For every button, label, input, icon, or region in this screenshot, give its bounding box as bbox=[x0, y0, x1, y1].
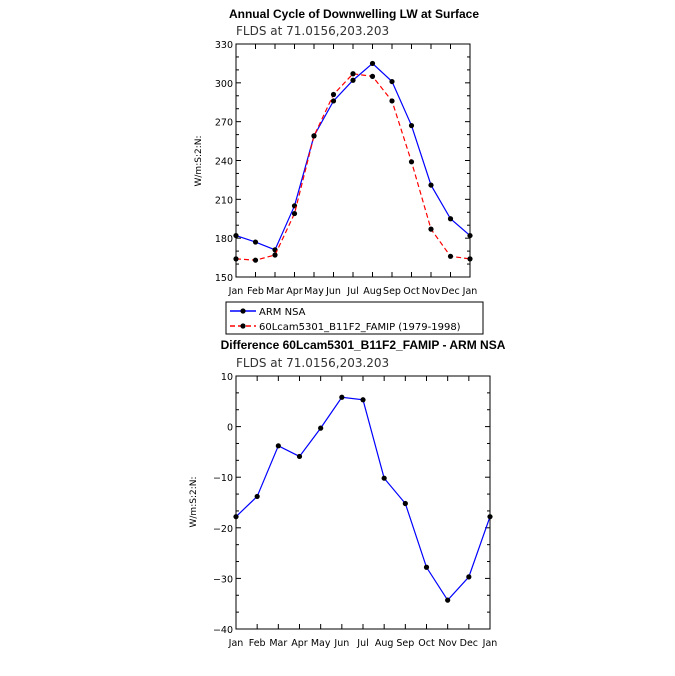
x-tick-label: Aug bbox=[363, 286, 382, 297]
chart-title: Difference 60Lcam5301_B11F2_FAMIP - ARM … bbox=[221, 338, 506, 352]
data-point bbox=[350, 71, 356, 77]
y-axis-label: W/m:S:2:N: bbox=[194, 136, 204, 187]
annual-cycle-chart: Annual Cycle of Downwelling LW at Surfac… bbox=[194, 7, 479, 297]
x-tick-label: Jun bbox=[333, 638, 349, 649]
data-point bbox=[360, 397, 366, 403]
difference-chart: Difference 60Lcam5301_B11F2_FAMIP - ARM … bbox=[189, 338, 506, 649]
x-tick-label: Jan bbox=[482, 638, 498, 649]
y-tick-label: 10 bbox=[221, 372, 233, 383]
data-point bbox=[233, 514, 239, 520]
legend-label-model: 60Lcam5301_B11F2_FAMIP (1979-1998) bbox=[259, 322, 461, 333]
data-point bbox=[389, 78, 395, 85]
data-point bbox=[252, 239, 259, 245]
y-tick-label: 210 bbox=[215, 195, 233, 206]
data-point bbox=[339, 394, 345, 400]
x-tick-label: Jan bbox=[228, 286, 244, 297]
legend-marker-arm-nsa bbox=[240, 308, 246, 314]
chart-subtitle: FLDS at 71.0156,203.203 bbox=[236, 24, 389, 38]
data-point bbox=[467, 232, 473, 239]
y-axis-label: W/m:S:2:N: bbox=[189, 477, 199, 528]
x-tick-label: Apr bbox=[291, 638, 308, 649]
series-line-0 bbox=[235, 62, 471, 251]
legend-marker-model bbox=[240, 323, 246, 329]
y-tick-label: 150 bbox=[215, 273, 233, 284]
legend-box bbox=[225, 301, 484, 335]
data-point bbox=[487, 514, 493, 520]
data-point bbox=[447, 216, 454, 222]
data-point bbox=[330, 91, 337, 98]
data-point bbox=[447, 253, 454, 259]
x-tick-label: Feb bbox=[247, 286, 264, 297]
x-tick-label: Jul bbox=[356, 638, 368, 649]
data-point bbox=[233, 256, 239, 262]
x-tick-label: Jan bbox=[228, 638, 244, 649]
y-tick-label: −40 bbox=[213, 625, 233, 636]
data-point bbox=[330, 98, 337, 104]
data-point bbox=[428, 226, 434, 232]
series-line-1 bbox=[235, 73, 471, 261]
plot-frame bbox=[235, 375, 491, 630]
x-tick-label: Sep bbox=[383, 286, 401, 297]
data-point bbox=[252, 257, 259, 263]
data-point bbox=[466, 574, 472, 580]
x-tick-label: Apr bbox=[286, 286, 303, 297]
data-point bbox=[296, 453, 303, 460]
legend: ARM NSA 60Lcam5301_B11F2_FAMIP (1979-199… bbox=[225, 301, 484, 335]
data-point bbox=[291, 210, 298, 217]
data-point bbox=[381, 475, 387, 481]
y-tick-label: 180 bbox=[215, 234, 233, 245]
series-line-0 bbox=[235, 396, 491, 602]
y-tick-label: −10 bbox=[213, 473, 233, 484]
data-point bbox=[369, 60, 376, 67]
data-point bbox=[408, 122, 415, 129]
x-tick-label: Mar bbox=[269, 638, 287, 649]
x-tick-label: Dec bbox=[441, 286, 459, 297]
legend-label-arm-nsa: ARM NSA bbox=[259, 307, 306, 318]
data-point bbox=[311, 133, 317, 139]
y-tick-label: 270 bbox=[215, 118, 233, 129]
y-tick-label: −20 bbox=[213, 524, 233, 535]
x-tick-label: Jul bbox=[346, 286, 358, 297]
data-point bbox=[254, 493, 260, 500]
y-tick-label: 240 bbox=[215, 157, 233, 168]
y-tick-label: 330 bbox=[215, 40, 233, 51]
y-tick-label: 0 bbox=[227, 423, 233, 434]
x-tick-label: Sep bbox=[396, 638, 414, 649]
data-point bbox=[350, 77, 356, 83]
data-point bbox=[389, 98, 395, 104]
y-tick-label: 300 bbox=[215, 79, 233, 90]
x-tick-label: Oct bbox=[418, 638, 435, 649]
data-point bbox=[445, 597, 451, 603]
data-point bbox=[369, 73, 376, 79]
data-point bbox=[318, 425, 324, 431]
chart-title: Annual Cycle of Downwelling LW at Surfac… bbox=[229, 7, 479, 21]
x-tick-label: Nov bbox=[438, 638, 457, 649]
data-point bbox=[233, 232, 239, 239]
x-tick-label: Nov bbox=[422, 286, 441, 297]
data-point bbox=[272, 252, 278, 258]
data-point bbox=[423, 564, 430, 570]
x-tick-label: Oct bbox=[403, 286, 420, 297]
x-tick-label: Aug bbox=[375, 638, 394, 649]
data-point bbox=[428, 182, 434, 188]
x-tick-label: Feb bbox=[249, 638, 266, 649]
data-point bbox=[402, 500, 408, 507]
x-tick-label: May bbox=[311, 638, 331, 649]
x-tick-label: Dec bbox=[460, 638, 478, 649]
data-point bbox=[408, 159, 415, 165]
x-tick-label: Jun bbox=[325, 286, 341, 297]
data-point bbox=[275, 443, 281, 449]
chart-subtitle: FLDS at 71.0156,203.203 bbox=[236, 356, 389, 370]
x-tick-label: Jan bbox=[462, 286, 478, 297]
y-tick-label: −30 bbox=[213, 574, 233, 585]
data-point bbox=[467, 256, 473, 262]
x-tick-label: Mar bbox=[266, 286, 284, 297]
x-tick-label: May bbox=[304, 286, 324, 297]
